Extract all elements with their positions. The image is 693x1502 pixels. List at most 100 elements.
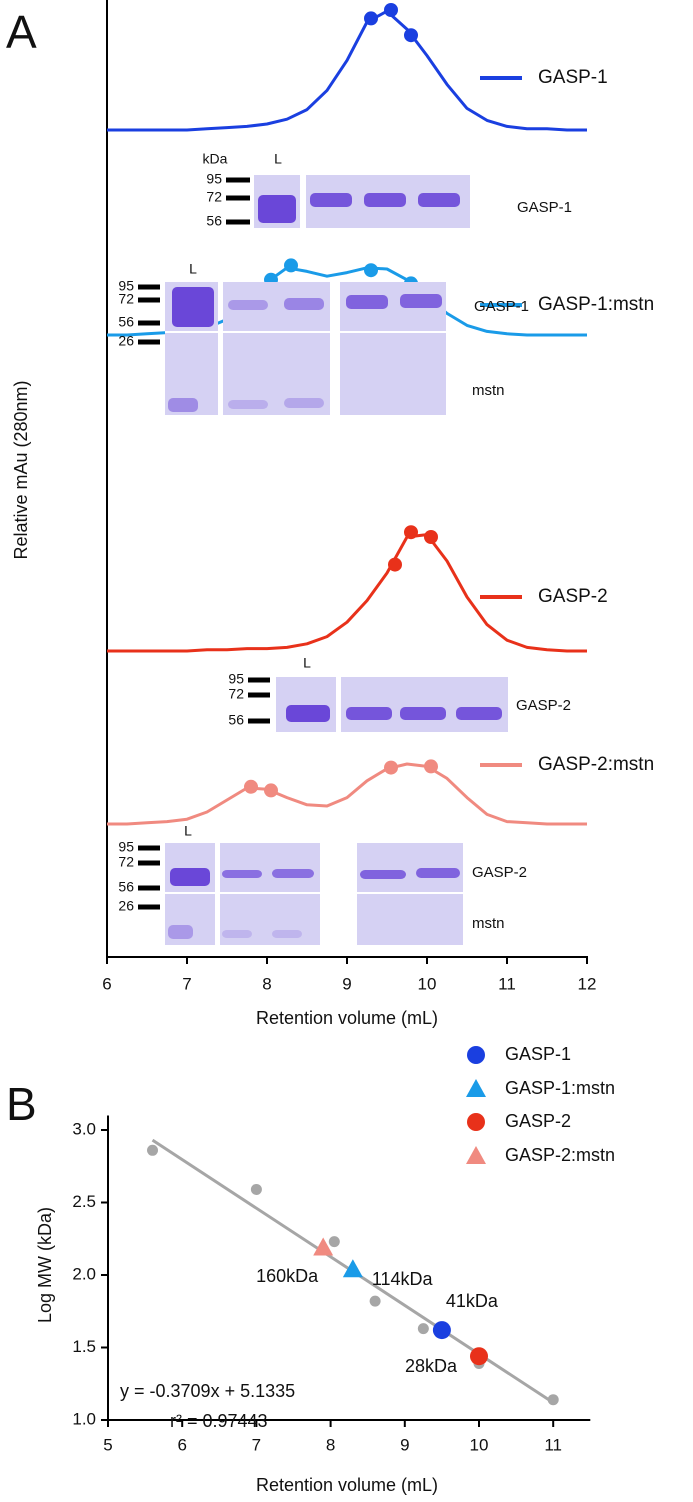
legend-label: GASP-2:mstn	[505, 1145, 615, 1165]
gel-lane-label: L	[303, 655, 311, 671]
gel-band	[168, 398, 198, 412]
x-tick-label: 12	[578, 974, 597, 993]
gel-band	[272, 869, 314, 878]
ladder-mark	[138, 339, 160, 345]
gel-image	[276, 677, 336, 732]
gel-band	[222, 930, 252, 938]
gel-band	[258, 195, 296, 223]
gel-band	[310, 193, 352, 207]
x-tick-label: 9	[400, 1435, 409, 1454]
gel-label: GASP-1	[474, 298, 529, 315]
standard-point	[250, 1183, 262, 1195]
gel-lane-label: L	[184, 823, 192, 839]
gel-image	[341, 677, 508, 732]
gel-band	[272, 930, 302, 938]
fraction-marker	[264, 783, 278, 798]
legend-label: GASP-2:mstn	[538, 754, 654, 775]
fraction-marker	[244, 779, 258, 794]
gel-label: GASP-1	[517, 199, 572, 216]
annotation: 41kDa	[446, 1291, 499, 1311]
fraction-marker	[424, 530, 438, 544]
gel-band	[346, 295, 388, 309]
fit-r-squared: r² = 0.97443	[170, 1411, 268, 1431]
ladder-label: 95	[228, 671, 244, 687]
y-tick-label: 1.0	[72, 1409, 96, 1428]
fraction-marker	[284, 258, 298, 273]
sample-point	[470, 1347, 488, 1366]
ladder-mark	[226, 177, 250, 183]
ladder-mark	[138, 845, 160, 851]
ladder-mark	[248, 718, 270, 724]
legend-label: GASP-1:mstn	[505, 1078, 615, 1098]
x-tick-label: 7	[182, 974, 191, 993]
x-tick-label: 7	[252, 1435, 261, 1454]
trace	[107, 533, 587, 653]
ladder-mark	[138, 860, 160, 866]
gel-band	[284, 398, 324, 408]
standard-point	[417, 1323, 429, 1335]
ladder-mark	[248, 677, 270, 683]
x-tick-label: 11	[498, 974, 516, 993]
fraction-marker	[384, 760, 398, 775]
gel-label: mstn	[472, 915, 505, 932]
standard-point	[328, 1236, 340, 1248]
gel-band	[400, 707, 446, 720]
fraction-marker	[364, 11, 378, 26]
y-tick-label: 2.5	[72, 1192, 96, 1211]
sample-point	[313, 1237, 334, 1256]
legend-marker	[467, 1046, 485, 1064]
gel-band	[360, 870, 406, 879]
legend-label: GASP-1	[538, 67, 608, 88]
y-axis-title: Relative mAu (280nm)	[11, 380, 31, 559]
gel-band	[456, 707, 502, 720]
ladder-label: 72	[118, 854, 134, 870]
fraction-marker	[404, 525, 418, 540]
gel-band	[418, 193, 460, 207]
ladder-mark	[226, 219, 250, 225]
gel-band	[416, 868, 460, 878]
ladder-label: 72	[206, 189, 222, 205]
ladder-label: 95	[206, 171, 222, 187]
gel-band	[346, 707, 392, 720]
x-tick-label: 11	[544, 1435, 562, 1454]
ladder-mark	[138, 284, 160, 290]
ladder-mark	[248, 692, 270, 698]
gel-label: GASP-2	[472, 864, 527, 881]
gel-band	[170, 868, 210, 886]
y-tick-label: 3.0	[72, 1119, 96, 1138]
annotation: 28kDa	[405, 1356, 458, 1376]
legend-label: GASP-2	[538, 586, 608, 607]
ladder-label: 56	[118, 879, 134, 895]
gel-lane-label: L	[274, 151, 282, 167]
gel-label: mstn	[472, 382, 505, 399]
ladder-mark	[138, 885, 160, 891]
legend-label: GASP-1:mstn	[538, 294, 654, 315]
x-axis-title: Retention volume (mL)	[256, 1008, 438, 1028]
y-tick-label: 2.0	[72, 1264, 96, 1283]
legend-label: GASP-2	[505, 1111, 571, 1131]
gel-band	[284, 298, 324, 310]
x-tick-label: 10	[418, 974, 437, 993]
fraction-marker	[364, 263, 378, 278]
trace	[107, 9, 587, 132]
annotation: 114kDa	[372, 1269, 434, 1289]
ladder-label: 95	[118, 278, 134, 294]
x-tick-label: 8	[326, 1435, 335, 1454]
x-tick-label: 5	[103, 1435, 112, 1454]
fraction-marker	[388, 557, 402, 572]
y-tick-label: 1.5	[72, 1337, 96, 1356]
fraction-marker	[384, 3, 398, 17]
ladder-label: 56	[118, 314, 134, 330]
standard-point	[147, 1144, 159, 1156]
x-tick-label: 6	[177, 1435, 186, 1454]
panel-letter: B	[6, 1078, 37, 1130]
ladder-label: 95	[118, 839, 134, 855]
panel-letter: A	[6, 6, 37, 58]
gel-band	[286, 705, 330, 722]
fit-equation: y = -0.3709x + 5.1335	[120, 1381, 295, 1401]
gel-band	[228, 400, 268, 409]
gel-lane-label: L	[189, 261, 197, 277]
legend-marker	[466, 1146, 486, 1164]
ladder-label: 26	[118, 898, 134, 914]
